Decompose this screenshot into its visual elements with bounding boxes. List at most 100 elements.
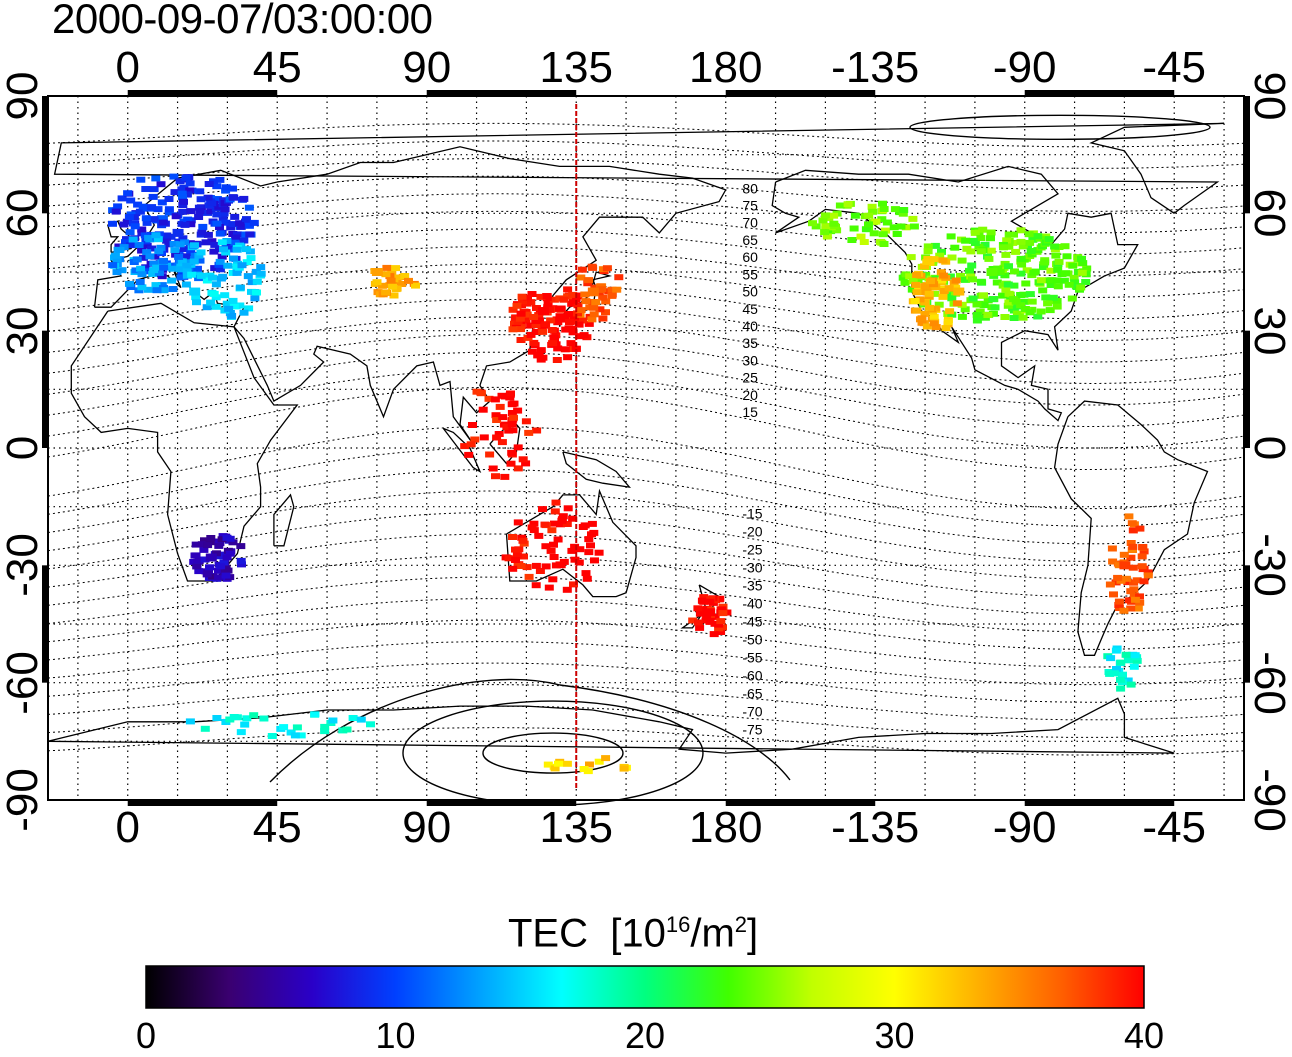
- tec-cell: [705, 598, 715, 605]
- tec-cell: [181, 174, 191, 181]
- tec-cell: [497, 392, 507, 399]
- tec-cell: [565, 319, 574, 326]
- tec-cell: [1003, 302, 1013, 309]
- tec-cell: [542, 293, 552, 300]
- tec-cell: [192, 266, 202, 272]
- tec-cell: [947, 254, 957, 261]
- tec-cell: [500, 473, 510, 480]
- tec-cell: [563, 354, 573, 361]
- tec-cell: [602, 265, 612, 272]
- tec-cell: [563, 505, 573, 512]
- tec-cell: [573, 310, 582, 317]
- tec-cell: [532, 305, 541, 311]
- tec-cell: [693, 605, 703, 612]
- tec-cell: [1048, 294, 1058, 301]
- tec-cell: [532, 329, 542, 335]
- timestamp: 2000-09-07/03:00:00: [52, 0, 433, 42]
- colorbar-tick-label: 40: [1123, 1015, 1165, 1056]
- tec-cell: [923, 248, 933, 255]
- tec-cell: [1119, 607, 1129, 614]
- tec-cell: [695, 610, 705, 617]
- frame-bar-left: [42, 96, 48, 214]
- tec-cell: [229, 255, 238, 262]
- tec-cell: [177, 258, 187, 265]
- tec-cell: [532, 427, 542, 434]
- tec-cell: [236, 729, 246, 736]
- tec-cell: [912, 307, 922, 314]
- tec-cell: [1059, 277, 1069, 284]
- tec-cell: [236, 557, 246, 564]
- tec-cell: [929, 313, 939, 320]
- tec-cell: [206, 535, 216, 541]
- tec-cell: [1118, 671, 1127, 678]
- tec-cell: [896, 223, 906, 230]
- tec-cell: [213, 567, 223, 574]
- tec-cell: [256, 264, 266, 271]
- geomagnetic-contour: [47, 263, 1245, 320]
- tec-cell: [519, 553, 528, 560]
- tec-cell: [168, 262, 178, 269]
- y-tick-label-left: 30: [0, 306, 47, 356]
- tec-cell: [239, 237, 249, 244]
- tec-cell: [1004, 231, 1014, 238]
- tec-cell: [821, 223, 831, 229]
- tec-cell: [228, 231, 238, 237]
- tec-region-point: [587, 287, 599, 296]
- tec-cell: [1119, 551, 1129, 558]
- tec-cell: [695, 624, 705, 631]
- tec-cell: [910, 298, 920, 304]
- tec-cell: [391, 265, 401, 272]
- tec-cell: [178, 235, 188, 242]
- tec-cell: [328, 717, 338, 724]
- tec-cell: [508, 326, 518, 333]
- tec-cell: [1128, 543, 1138, 550]
- tec-cell: [1003, 281, 1013, 288]
- tec-cell: [541, 543, 551, 550]
- tec-cell: [818, 217, 828, 224]
- tec-cell: [890, 206, 900, 213]
- tec-cell: [133, 201, 143, 208]
- tec-cell: [513, 444, 523, 451]
- tec-cell: [976, 248, 986, 255]
- tec-cell: [381, 289, 391, 296]
- tec-cell: [228, 297, 238, 304]
- tec-cell: [142, 249, 152, 256]
- tec-cell: [217, 536, 227, 543]
- tec-cell: [829, 212, 839, 219]
- tec-cell: [179, 198, 188, 205]
- tec-cell: [544, 584, 554, 591]
- colorbar-unit-exp2: 2: [734, 912, 748, 937]
- tec-cell: [535, 568, 545, 574]
- tec-cell: [1036, 308, 1046, 315]
- contour-label: 60: [742, 249, 758, 265]
- tec-cell: [212, 550, 221, 557]
- tec-cell: [878, 200, 887, 207]
- tec-cell: [180, 221, 190, 228]
- tec-cell: [586, 542, 595, 549]
- tec-cell: [485, 451, 495, 458]
- tec-cell: [901, 224, 911, 231]
- frame-bar-top: [725, 90, 876, 96]
- tec-cell: [154, 248, 164, 255]
- tec-cell: [601, 755, 611, 762]
- tec-region-point: [189, 287, 201, 296]
- tec-cell: [168, 265, 178, 272]
- tec-cell: [820, 229, 830, 236]
- tec-cell: [906, 254, 916, 261]
- tec-cell: [612, 286, 622, 293]
- x-tick-label-top: -90: [992, 43, 1057, 92]
- tec-cell: [911, 281, 921, 288]
- tec-cell: [162, 232, 172, 239]
- tec-cell: [1112, 666, 1121, 672]
- tec-cell: [211, 303, 221, 310]
- tec-cell: [217, 253, 227, 260]
- tec-cell: [509, 414, 518, 421]
- tec-cell: [108, 220, 117, 227]
- tec-cell: [187, 271, 197, 278]
- tec-cell: [938, 293, 948, 300]
- tec-cell: [217, 239, 227, 246]
- y-tick-label-right: -60: [1245, 650, 1292, 715]
- tec-cell: [521, 460, 531, 467]
- frame-bar-bottom: [725, 800, 876, 806]
- tec-cell: [223, 302, 233, 309]
